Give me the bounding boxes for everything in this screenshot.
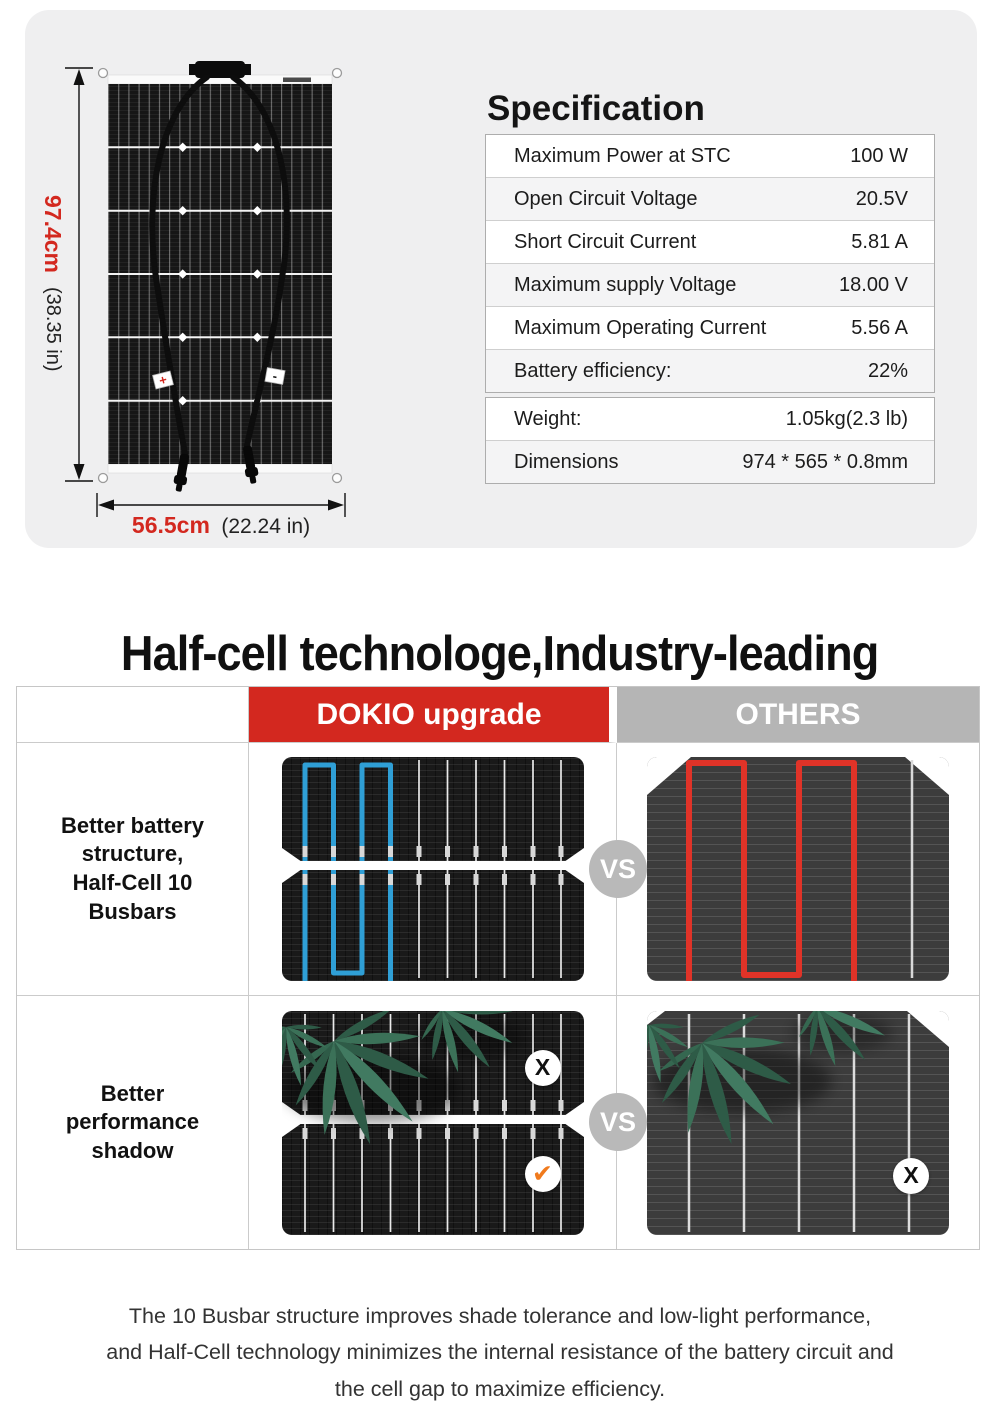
plus-tag: + [152,370,174,390]
spec-row: Weight: 1.05kg(2.3 lb) [486,398,934,440]
spec-row: Maximum Operating Current 5.56 A [486,306,934,349]
width-dimension-arrow [96,493,346,517]
spec-row-label: Weight: [514,407,582,430]
footer-text: The 10 Busbar structure improves shade t… [106,1303,894,1402]
solar-panel-drawing: + - [65,61,346,517]
spec-table-block-1: Maximum Power at STC 100 W Open Circuit V… [485,134,935,393]
spec-row-label: Dimensions [514,450,619,473]
vs-badge: VS [589,1093,647,1151]
spec-row: Short Circuit Current 5.81 A [486,220,934,263]
spec-row-value: 5.56 A [851,316,908,339]
spec-row-label: Maximum Power at STC [514,144,731,167]
svg-text:-: - [272,368,279,384]
spec-row-label: Maximum Operating Current [514,316,767,339]
spec-row-value: 100 W [850,144,908,167]
svg-text:+: + [158,372,169,388]
comparison-corner-cell [17,687,249,743]
spec-row-value: 18.00 V [839,273,908,296]
check-mark-icon: ✔ [524,1155,561,1192]
spec-row-value: 20.5V [855,187,908,210]
spec-title: Specification [487,89,705,129]
spec-row: Battery efficiency: 22% [486,349,934,392]
spec-row-value: 5.81 A [851,230,908,253]
dokio-halfcell-busbar-image [281,757,584,981]
spec-table-block-2: Weight: 1.05kg(2.3 lb) Dimensions 974 * 56… [485,397,935,484]
spec-section: + - 97.4cm (38.35 in) [25,10,977,548]
spec-row: Maximum supply Voltage 18.00 V [486,263,934,306]
height-dimension-label: 97.4cm (38.35 in) [40,194,66,372]
row1-label: Better battery structure, Half-Cell 10 B… [17,743,249,996]
red-busbar-highlight [686,760,857,981]
spec-row-value: 22% [867,359,908,382]
row1-others-cell [617,743,979,996]
blue-busbar-highlight [302,762,393,981]
spec-row-label: Open Circuit Voltage [514,187,698,210]
spec-row: Dimensions 974 * 565 * 0.8mm [486,440,934,483]
width-dimension-label: 56.5cm (22.24 in) [131,512,311,538]
minus-tag: - [264,367,286,385]
comparison-table: DOKIO upgrade OTHERS Better battery stru… [16,686,980,1250]
spec-row-label: Battery efficiency: [514,359,672,382]
solar-cables [149,74,290,457]
x-mark-icon: X [893,1157,929,1194]
main-heading: Half-cell technologe,Industry-leading [121,626,879,681]
others-fullcell-busbar-image [647,757,949,981]
spec-row: Maximum Power at STC 100 W [486,135,934,177]
height-dimension-arrow [65,67,93,482]
row2-others-cell: X [617,996,979,1249]
others-shade-performance-image: X [647,1010,949,1235]
spec-row-label: Maximum supply Voltage [514,273,737,296]
spec-row-value: 1.05kg(2.3 lb) [785,407,908,430]
spec-table: Maximum Power at STC 100 W Open Circuit V… [485,134,935,484]
corner-hole-icons [97,67,343,484]
junction-box [189,61,251,78]
row2-label: Better performance shadow [17,996,249,1249]
comparison-header-others: OTHERS [617,687,979,743]
vs-badge: VS [589,840,647,898]
dokio-shade-performance-image: X ✔ [281,1010,584,1235]
spec-row: Open Circuit Voltage 20.5V [486,177,934,220]
row2-dokio-cell: X ✔ [249,996,617,1249]
spec-row-label: Short Circuit Current [514,230,697,253]
comparison-header-dokio: DOKIO upgrade [249,687,617,743]
solar-panel-illustration: + - 97.4cm (38.35 in) [40,30,365,538]
row1-dokio-cell [249,743,617,996]
spec-row-value: 974 * 565 * 0.8mm [742,450,908,473]
x-mark-icon: X [524,1049,561,1086]
mc4-connector [173,445,259,492]
